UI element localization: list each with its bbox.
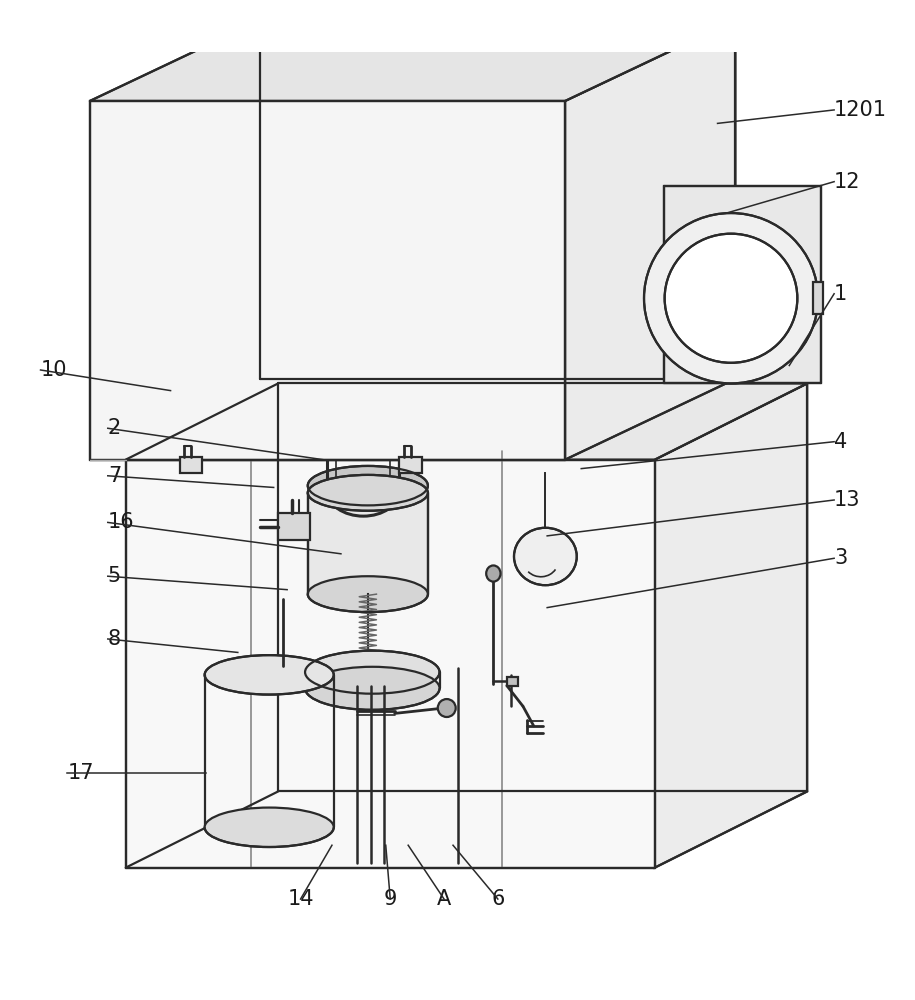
Ellipse shape: [514, 528, 576, 585]
Polygon shape: [655, 383, 807, 868]
Polygon shape: [90, 101, 565, 460]
Bar: [399, 457, 422, 473]
Ellipse shape: [664, 234, 797, 363]
Text: 12: 12: [834, 172, 861, 192]
Ellipse shape: [307, 576, 428, 612]
Bar: [813, 282, 824, 314]
Bar: [179, 457, 202, 473]
Ellipse shape: [305, 667, 439, 710]
Polygon shape: [307, 493, 428, 594]
Ellipse shape: [307, 466, 428, 505]
Text: 17: 17: [68, 763, 94, 783]
Text: 4: 4: [834, 432, 847, 452]
Bar: [507, 677, 518, 686]
Text: 6: 6: [491, 889, 504, 909]
Ellipse shape: [307, 475, 428, 511]
Ellipse shape: [437, 699, 456, 717]
Ellipse shape: [205, 808, 334, 847]
Text: 8: 8: [108, 629, 121, 649]
Bar: [663, 186, 821, 383]
Text: 1: 1: [834, 284, 847, 304]
Text: 7: 7: [108, 466, 121, 486]
Ellipse shape: [486, 565, 501, 582]
Ellipse shape: [305, 651, 439, 694]
Text: 2: 2: [108, 418, 121, 438]
Text: 1201: 1201: [834, 100, 888, 120]
Text: 14: 14: [287, 889, 314, 909]
Text: 10: 10: [40, 360, 67, 380]
Text: 9: 9: [383, 889, 397, 909]
Text: 3: 3: [834, 548, 847, 568]
Text: 5: 5: [108, 566, 121, 586]
Ellipse shape: [205, 655, 334, 695]
Text: 16: 16: [108, 512, 135, 532]
Text: A: A: [437, 889, 451, 909]
Bar: [278, 513, 309, 540]
Polygon shape: [565, 20, 736, 460]
Polygon shape: [125, 383, 807, 460]
Polygon shape: [90, 20, 736, 101]
Text: 13: 13: [834, 490, 861, 510]
Polygon shape: [125, 460, 655, 868]
Ellipse shape: [644, 213, 818, 383]
